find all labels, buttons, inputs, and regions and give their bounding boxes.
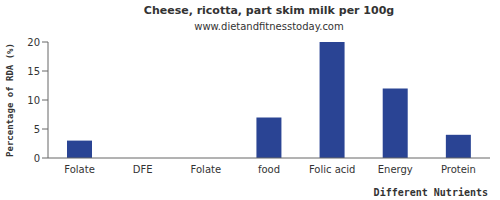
svg-text:Protein: Protein bbox=[441, 164, 476, 175]
svg-text:Folic acid: Folic acid bbox=[309, 164, 356, 175]
svg-text:0: 0 bbox=[34, 153, 40, 164]
svg-text:Folate: Folate bbox=[64, 164, 95, 175]
svg-text:DFE: DFE bbox=[133, 164, 153, 175]
svg-text:Folate: Folate bbox=[191, 164, 222, 175]
svg-text:20: 20 bbox=[27, 37, 40, 48]
svg-text:Energy: Energy bbox=[378, 164, 413, 175]
svg-text:5: 5 bbox=[34, 124, 40, 135]
svg-text:food: food bbox=[258, 164, 280, 175]
svg-text:Percentage of RDA (%): Percentage of RDA (%) bbox=[8, 43, 15, 157]
html-text:Cheese, ricotta, part skim mil: Cheese, ricotta, part skim milk per 100g bbox=[143, 4, 395, 17]
svg-text:10: 10 bbox=[27, 95, 40, 106]
svg-text:Different Nutrients: Different Nutrients bbox=[374, 187, 488, 198]
html-text:www.dietandfitnesstoday.com: www.dietandfitnesstoday.com bbox=[194, 21, 344, 32]
svg-text:15: 15 bbox=[27, 66, 40, 77]
